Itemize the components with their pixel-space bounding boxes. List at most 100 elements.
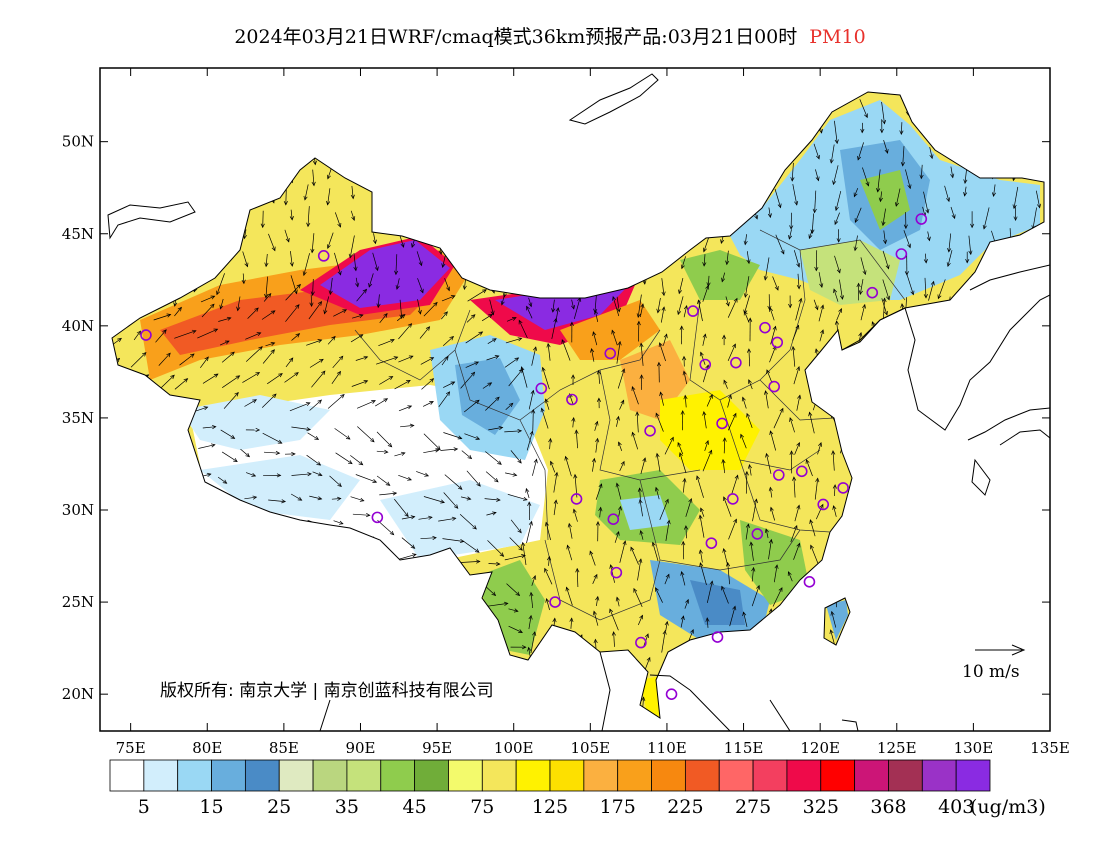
wind-arrowhead (337, 222, 342, 228)
title-pollutant: PM10 (809, 26, 866, 48)
wind-arrow (947, 250, 953, 267)
colorbar-swatch (820, 759, 856, 792)
wind-arrow (334, 212, 341, 228)
wind-arrow (640, 530, 644, 540)
wind-arrowhead (541, 366, 546, 372)
wind-arrowhead (926, 236, 931, 242)
wind-arrow (794, 505, 800, 522)
wind-arrowhead (289, 262, 294, 267)
wind-arrowhead (446, 286, 451, 292)
wind-arrowhead (919, 174, 924, 180)
wind-arrowhead (289, 215, 294, 221)
wind-arrowhead (814, 266, 819, 272)
wind-arrow (882, 279, 890, 300)
wind-arrow (595, 483, 602, 500)
wind-arrowhead (797, 394, 802, 400)
wind-arrowhead (749, 541, 754, 547)
wind-arrowhead (834, 206, 839, 212)
wind-arrow (263, 293, 272, 302)
wind-arrowhead (779, 407, 784, 413)
wind-arrow (398, 405, 412, 412)
wind-arrowhead (568, 393, 573, 398)
wind-arrowhead (655, 587, 659, 592)
wind-arrowhead (491, 591, 497, 597)
wind-arrow (542, 367, 550, 390)
wind-arrowhead (406, 380, 411, 384)
wind-arrow (575, 430, 578, 449)
wind-arrowhead (665, 573, 670, 579)
wind-arrow (329, 475, 342, 487)
wind-arrowhead (518, 319, 523, 325)
wind-arrowhead (407, 405, 413, 410)
wind-arrowhead (490, 310, 495, 316)
field-green-northeast (860, 170, 910, 230)
wind-arrowhead (878, 197, 883, 203)
wind-arrowhead (702, 333, 707, 339)
wind-arrowhead (525, 487, 530, 493)
wind-arrow (550, 461, 556, 473)
station-marker (705, 537, 718, 549)
wind-arrow (485, 396, 500, 411)
field-blue-chongqing (620, 495, 670, 530)
wind-arrowhead (266, 292, 272, 298)
wind-arrowhead (472, 525, 477, 530)
wind-arrow (422, 401, 434, 407)
wind-arrowhead (685, 598, 689, 604)
colorbar-swatch (888, 759, 923, 792)
wind-arrowhead (255, 427, 261, 433)
wind-arrowhead (810, 229, 815, 234)
wind-arrow (507, 493, 528, 501)
wind-arrow (312, 169, 315, 186)
wind-arrow (1035, 190, 1041, 208)
wind-arrowhead (411, 243, 416, 248)
wind-arrow (725, 296, 730, 306)
wind-arrowhead (389, 530, 395, 536)
wind-arrowhead (390, 338, 395, 343)
wind-arrowhead (183, 378, 189, 383)
wind-arrow (883, 230, 886, 244)
wind-arrow (309, 359, 324, 368)
wind-arrowhead (544, 521, 549, 527)
wind-arrow (368, 273, 374, 288)
wind-arrow (303, 253, 310, 276)
wind-arrowhead (754, 214, 759, 220)
wind-arrow (964, 186, 967, 196)
wind-arrow (880, 191, 883, 202)
colorbar-label: 125 (532, 796, 568, 818)
wind-arrow (334, 428, 351, 440)
wind-arrow (461, 450, 472, 459)
wind-arrowhead (630, 546, 635, 552)
wind-arrowhead (117, 337, 122, 343)
wind-arrow (444, 474, 463, 490)
wind-arrow (834, 212, 840, 225)
wind-arrowhead (722, 548, 727, 553)
wind-arrow (661, 630, 666, 653)
wind-arrow (573, 297, 581, 319)
wind-arrowhead (417, 309, 422, 315)
colorbar-swatch (312, 759, 348, 792)
wind-arrow (685, 525, 687, 539)
wind-arrow (311, 370, 326, 388)
wind-arrow (307, 206, 310, 227)
wind-arrowhead (594, 309, 599, 315)
wind-arrowhead (900, 303, 905, 308)
wind-arrowhead (358, 313, 364, 318)
wind-arrow (244, 229, 247, 239)
wind-arrow (592, 331, 598, 346)
station-marker (716, 417, 728, 430)
wind-arrowhead (680, 264, 685, 270)
wind-arrow (796, 395, 801, 411)
wind-arrow (723, 548, 729, 566)
wind-arrowhead (190, 353, 195, 358)
wind-arrow (398, 355, 414, 363)
wind-arrowhead (885, 264, 890, 270)
wind-arrow (201, 473, 211, 477)
wind-arrow (662, 334, 668, 346)
lon-label: 95E (422, 739, 452, 757)
wind-arrow (463, 399, 480, 413)
border-yunnan (544, 539, 661, 621)
wind-arrow (723, 437, 726, 454)
wind-arrow (766, 453, 772, 474)
wind-arrow (379, 376, 393, 385)
wind-arrow (748, 348, 751, 367)
